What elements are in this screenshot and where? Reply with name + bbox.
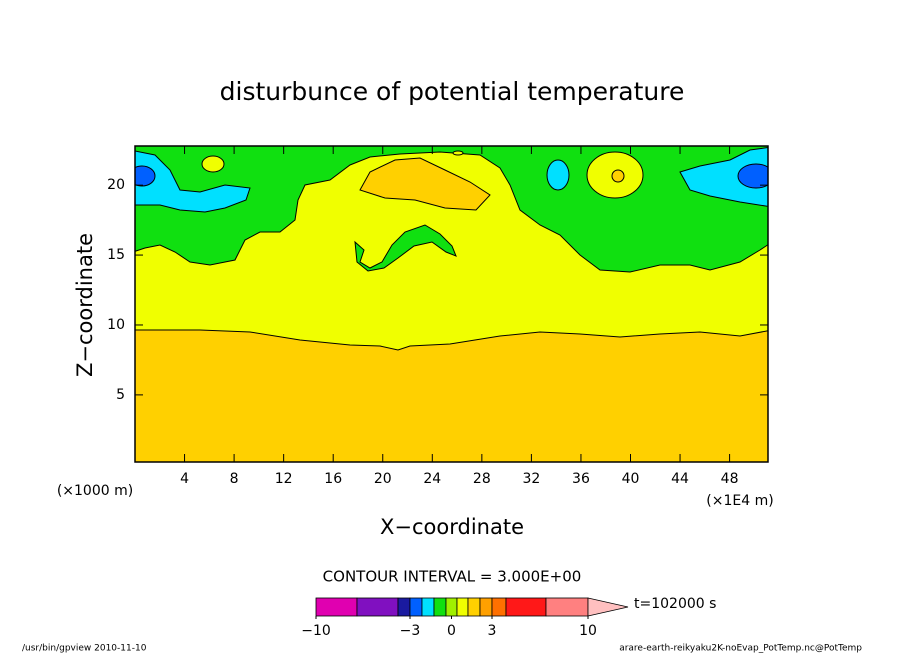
- contour-field: [135, 146, 768, 462]
- colorbar-extension: [587, 597, 629, 617]
- y-tick-label: 20: [107, 177, 125, 193]
- colorbar-bin: [505, 597, 547, 617]
- x-tick-label: 12: [275, 471, 293, 487]
- x-unit-note: (×1E4 m): [706, 493, 773, 509]
- plot-frame: [134, 145, 769, 463]
- x-tick-label: 28: [473, 471, 491, 487]
- colorbar-bin: [456, 597, 469, 617]
- colorbar-bin: [315, 597, 358, 617]
- contour-region: [737, 163, 768, 189]
- y-axis-label: Z−coordinate: [73, 233, 97, 377]
- contour-region: [354, 224, 457, 272]
- x-tick-label: 48: [721, 471, 739, 487]
- colorbar-tick-label: −3: [400, 623, 421, 639]
- footer-left: /usr/bin/gpview 2010-11-10: [22, 644, 147, 654]
- contour-region: [135, 165, 156, 187]
- x-tick-label: 24: [423, 471, 441, 487]
- x-tick-label: 8: [230, 471, 239, 487]
- colorbar-bin: [479, 597, 493, 617]
- colorbar-bin: [409, 597, 423, 617]
- x-tick-label: 40: [622, 471, 640, 487]
- y-tick-label: 5: [116, 387, 125, 403]
- contour-region: [201, 155, 225, 173]
- colorbar-bin: [356, 597, 399, 617]
- x-tick-label: 36: [572, 471, 590, 487]
- colorbar-tick-label: 0: [447, 623, 456, 639]
- contour-region: [359, 157, 491, 211]
- contour-region: [452, 150, 464, 156]
- x-axis-label: X−coordinate: [380, 515, 524, 539]
- chart-title: disturbunce of potential temperature: [220, 77, 685, 106]
- contour-region: [611, 169, 625, 183]
- colorbar-bin: [491, 597, 507, 617]
- contour-interval: CONTOUR INTERVAL = 3.000E+00: [323, 568, 582, 586]
- contour-region: [546, 159, 570, 191]
- colorbar-tick-label: 10: [579, 623, 597, 639]
- x-scale-note: (×1000 m): [57, 483, 133, 499]
- footer-right: arare-earth-reikyaku2K-noEvap_PotTemp.nc…: [619, 644, 862, 654]
- x-tick-label: 16: [324, 471, 342, 487]
- colorbar-tick-label: 3: [488, 623, 497, 639]
- colorbar-bin: [467, 597, 481, 617]
- x-tick-label: 20: [374, 471, 392, 487]
- colorbar-bin: [421, 597, 435, 617]
- x-tick-label: 44: [671, 471, 689, 487]
- x-tick-label: 32: [522, 471, 540, 487]
- colorbar-bin: [433, 597, 447, 617]
- colorbar-bin: [545, 597, 589, 617]
- colorbar-bin: [445, 597, 458, 617]
- colorbar-bin: [397, 597, 411, 617]
- contour-region: [135, 150, 251, 213]
- time-label: t=102000 s: [634, 596, 716, 612]
- x-tick-label: 4: [180, 471, 189, 487]
- y-tick-label: 15: [107, 247, 125, 263]
- y-tick-label: 10: [107, 317, 125, 333]
- colorbar-tick-label: −10: [301, 623, 331, 639]
- contour-region: [679, 147, 768, 207]
